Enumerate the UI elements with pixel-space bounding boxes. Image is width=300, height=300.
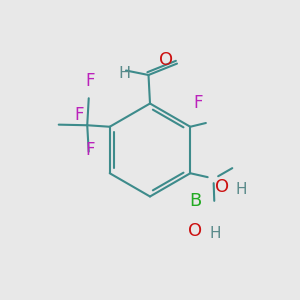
Text: O: O: [159, 51, 174, 69]
Text: F: F: [85, 72, 95, 90]
Text: F: F: [85, 141, 95, 159]
Text: O: O: [215, 178, 229, 196]
Text: B: B: [189, 192, 201, 210]
Text: H: H: [210, 226, 221, 242]
Text: F: F: [193, 94, 203, 112]
Text: F: F: [75, 106, 84, 124]
Text: H: H: [118, 66, 130, 81]
Text: O: O: [188, 222, 202, 240]
Text: H: H: [236, 182, 247, 196]
